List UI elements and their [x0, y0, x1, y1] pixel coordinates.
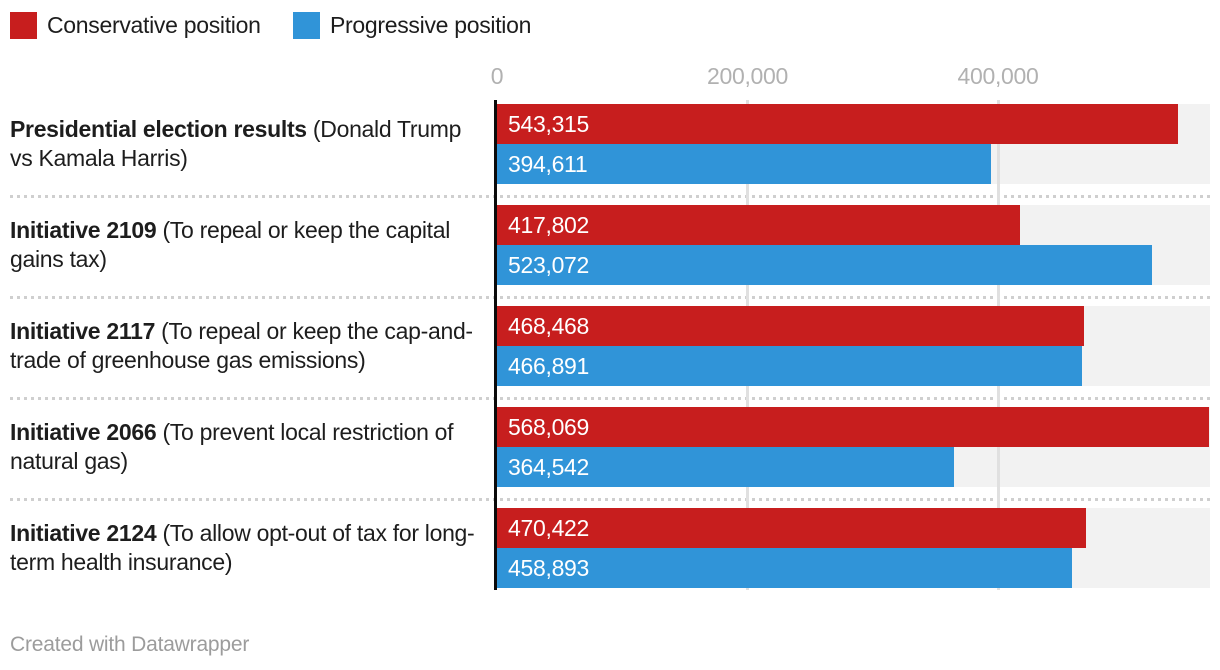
row-label: Initiative 2109 (To repeal or keep the c…: [10, 205, 486, 285]
row-separator: [10, 498, 1210, 501]
row-separator: [10, 397, 1210, 400]
x-tick-0: 0: [490, 63, 504, 89]
conservative-bar: 468,468: [497, 306, 1084, 346]
chart-row: Presidential election results (Donald Tr…: [0, 104, 1220, 205]
axis-baseline: [494, 100, 497, 590]
x-tick-400000: 400,000: [957, 63, 1039, 89]
row-label: Initiative 2117 (To repeal or keep the c…: [10, 306, 486, 386]
row-separator: [10, 296, 1210, 299]
row-label: Initiative 2124 (To allow opt-out of tax…: [10, 508, 486, 588]
row-separator: [10, 195, 1210, 198]
row-label-rest: (To repeal or keep the cap-and-trade of …: [10, 318, 473, 373]
row-label-rest: (To prevent local restriction of natural…: [10, 419, 454, 474]
row-label-bold: Presidential election results: [10, 116, 307, 142]
chart-row: Initiative 2124 (To allow opt-out of tax…: [0, 508, 1220, 609]
row-label: Presidential election results (Donald Tr…: [10, 104, 486, 184]
row-label-rest: (To repeal or keep the capital gains tax…: [10, 217, 451, 272]
row-label-rest: (To allow opt-out of tax for long-term h…: [10, 520, 475, 575]
progressive-bar: 364,542: [497, 447, 954, 487]
progressive-bar: 523,072: [497, 245, 1152, 285]
conservative-bar: 543,315: [497, 104, 1178, 144]
row-label-bold: Initiative 2117: [10, 318, 156, 344]
x-tick-200000: 200,000: [706, 63, 789, 89]
conservative-bar: 417,802: [497, 205, 1020, 245]
legend-item-conservative: Conservative position: [10, 12, 261, 39]
legend-label: Progressive position: [330, 12, 532, 38]
datawrapper-credit-link[interactable]: Created with Datawrapper: [10, 633, 250, 656]
row-label-rest: (Donald Trump vs Kamala Harris): [10, 116, 462, 171]
chart-row: Initiative 2109 (To repeal or keep the c…: [0, 205, 1220, 306]
progressive-swatch-icon: [293, 12, 320, 39]
progressive-bar: 458,893: [497, 548, 1072, 588]
progressive-bar: 466,891: [497, 346, 1082, 386]
conservative-bar: 568,069: [497, 407, 1209, 447]
row-label: Initiative 2066 (To prevent local restri…: [10, 407, 486, 487]
row-label-bold: Initiative 2066: [10, 419, 157, 445]
conservative-swatch-icon: [10, 12, 37, 39]
row-label-bold: Initiative 2124: [10, 520, 157, 546]
legend-label: Conservative position: [47, 12, 261, 38]
chart-row: Initiative 2066 (To prevent local restri…: [0, 407, 1220, 508]
conservative-bar: 470,422: [497, 508, 1086, 548]
chart-row: Initiative 2117 (To repeal or keep the c…: [0, 306, 1220, 407]
progressive-bar: 394,611: [497, 144, 991, 184]
legend-item-progressive: Progressive position: [293, 12, 531, 39]
row-label-bold: Initiative 2109: [10, 217, 157, 243]
